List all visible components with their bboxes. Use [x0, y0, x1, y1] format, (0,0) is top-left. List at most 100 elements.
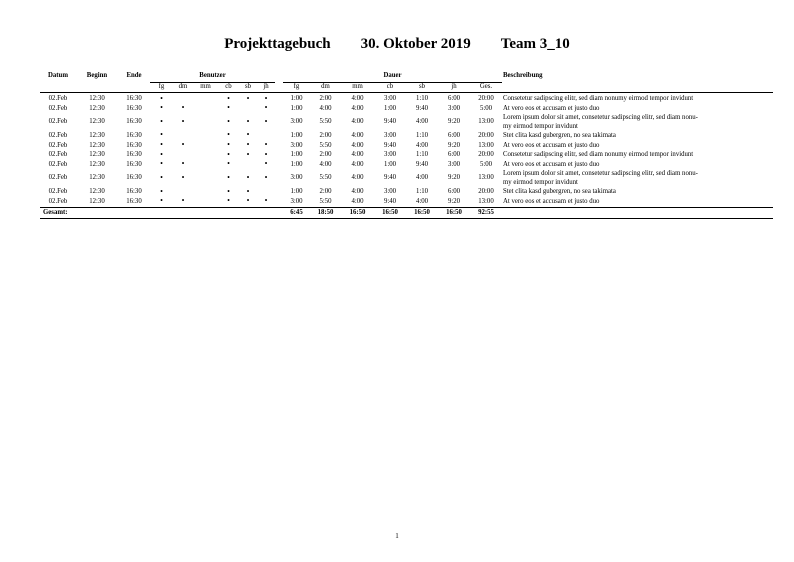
cell-dauer-2: 4:00: [351, 131, 364, 139]
participant-dot-icon: •: [160, 172, 163, 182]
cell-user-cb: •: [218, 140, 239, 151]
cell-user-fg: •: [150, 149, 173, 161]
cell-dauer-4: 1:10: [415, 188, 429, 196]
participant-dot-icon: •: [181, 140, 185, 150]
cell-user-fg: •: [150, 114, 173, 131]
cell-dauer-3: 9:40: [383, 141, 397, 149]
subheader-user-cb: cb: [218, 82, 239, 93]
cell-user-mm: [193, 104, 218, 114]
cell-user-mm: [193, 160, 218, 170]
subheader-empty: [118, 82, 150, 93]
participant-dot-icon: •: [160, 159, 163, 169]
cell-gap: [275, 104, 283, 114]
cell-user-mm: [193, 114, 218, 131]
cell-dauer-1: 5:50: [319, 174, 332, 182]
participant-dot-icon: •: [227, 130, 230, 140]
cell-user-sb: •: [239, 140, 257, 151]
total-label: Gesamt:: [40, 206, 275, 219]
cell-beschreibung: At vero eos et accusam et justo duo: [502, 104, 773, 114]
cell-dauer-0: 1:00: [290, 188, 303, 196]
cell-dauer-5: 9:20: [447, 141, 461, 149]
subheader-empty: [40, 82, 76, 93]
description-line: Consetetur sadipscing elitr, sed diam no…: [503, 95, 694, 102]
cell-beginn: 12:30: [89, 151, 105, 159]
cell-dauer-6: 20:00: [478, 131, 494, 139]
subheader-dauer-5: jh: [438, 82, 470, 93]
cell-dauer-6: 5:00: [479, 160, 493, 168]
subheader-user-fg: fg: [150, 82, 173, 93]
cell-beginn: 12:30: [89, 118, 105, 126]
title-team: Team 3_10: [500, 36, 570, 52]
participant-dot-icon: •: [160, 130, 163, 140]
cell-dauer-5: 6:00: [447, 131, 461, 139]
cell-beschreibung: Consetetur sadipscing elitr, sed diam no…: [502, 151, 773, 161]
cell-dauer-0: 1:00: [290, 95, 303, 102]
total-value-3: 16:50: [374, 206, 406, 219]
cell-dauer-6: 5:00: [479, 104, 493, 112]
subheader-dauer-6: Ges.: [470, 82, 502, 93]
participant-dot-icon: •: [227, 196, 230, 206]
cell-beschreibung: At vero eos et accusam et justo duo: [502, 141, 773, 151]
cell-user-mm: [193, 151, 218, 161]
cell-user-cb: •: [218, 94, 239, 105]
participant-dot-icon: •: [160, 149, 163, 159]
cell-dauer-4: 1:10: [415, 95, 429, 102]
subheader-user-mm: mm: [193, 82, 218, 93]
cell-dauer-6: 13:00: [478, 197, 494, 205]
subheader-empty: [76, 82, 118, 93]
cell-beschreibung: At vero eos et accusam et justo duo: [502, 160, 773, 170]
participant-dot-icon: •: [246, 149, 250, 159]
cell-dauer-0: 3:00: [290, 174, 303, 182]
description-line: Lorem ipsum dolor sit amet, consetetur s…: [503, 170, 698, 178]
cell-user-sb: •: [239, 196, 257, 207]
cell-dauer-2: 4:00: [351, 188, 364, 196]
cell-gap: [275, 141, 283, 151]
participant-dot-icon: •: [227, 172, 230, 182]
cell-ende: 16:30: [126, 160, 142, 168]
table-row: 02.Feb 12:30 16:30 • • • • • 3:00 5:50 4:00 9:40 4:0…: [40, 170, 773, 187]
cell-user-fg: •: [150, 160, 173, 170]
cell-user-jh: •: [257, 103, 275, 114]
cell-dauer-0: 3:00: [290, 197, 303, 205]
cell-dauer-0: 3:00: [290, 141, 303, 149]
cell-dauer-0: 1:00: [290, 151, 303, 159]
cell-dauer-6: 13:00: [478, 118, 494, 126]
participant-dot-icon: •: [181, 103, 185, 113]
cell-gap: [275, 197, 283, 207]
cell-dauer-6: 13:00: [478, 141, 494, 149]
cell-dauer-1: 2:00: [319, 95, 332, 102]
cell-beginn: 12:30: [89, 141, 105, 149]
cell-dauer-4: 9:40: [415, 160, 429, 168]
table-row: 02.Feb 12:30 16:30 • • • • 1:00 2:00 4:00 3:00 1:10…: [40, 149, 773, 161]
cell-ende: 16:30: [126, 141, 142, 149]
cell-dauer-2: 4:00: [351, 104, 364, 112]
cell-user-jh: •: [257, 170, 275, 187]
cell-beschreibung: Stet clita kasd gubergren, no sea takima…: [502, 131, 773, 141]
cell-dauer-3: 9:40: [383, 118, 397, 126]
total-value-1: 18:50: [310, 206, 341, 219]
cell-user-jh: •: [257, 160, 275, 170]
total-value-2: 16:50: [341, 206, 374, 219]
cell-gap: [275, 131, 283, 141]
cell-user-fg: •: [150, 130, 173, 141]
header-benutzer: Benutzer: [150, 70, 275, 83]
participant-dot-icon: •: [246, 196, 250, 206]
cell-dauer-3: 9:40: [383, 197, 397, 205]
cell-datum: 02.Feb: [48, 131, 68, 139]
cell-gap: [275, 160, 283, 170]
subheader-dauer-4: sb: [406, 82, 438, 93]
subheader-dauer-2: mm: [341, 82, 374, 93]
table-row: 02.Feb 12:30 16:30 • • • • 1:00 4:00 4:00 1:00 9:40…: [40, 103, 773, 114]
cell-dauer-4: 1:10: [415, 151, 429, 159]
participant-dot-icon: •: [246, 116, 250, 126]
participant-dot-icon: •: [264, 159, 268, 169]
cell-ende: 16:30: [126, 174, 142, 182]
cell-dauer-1: 2:00: [319, 188, 332, 196]
subheader-user-jh: jh: [257, 82, 275, 93]
cell-dauer-3: 9:40: [383, 174, 397, 182]
cell-dauer-1: 5:50: [319, 197, 332, 205]
participant-dot-icon: •: [264, 116, 268, 126]
cell-dauer-3: 1:00: [383, 160, 397, 168]
cell-beginn: 12:30: [89, 95, 105, 102]
cell-user-cb: •: [218, 103, 239, 114]
